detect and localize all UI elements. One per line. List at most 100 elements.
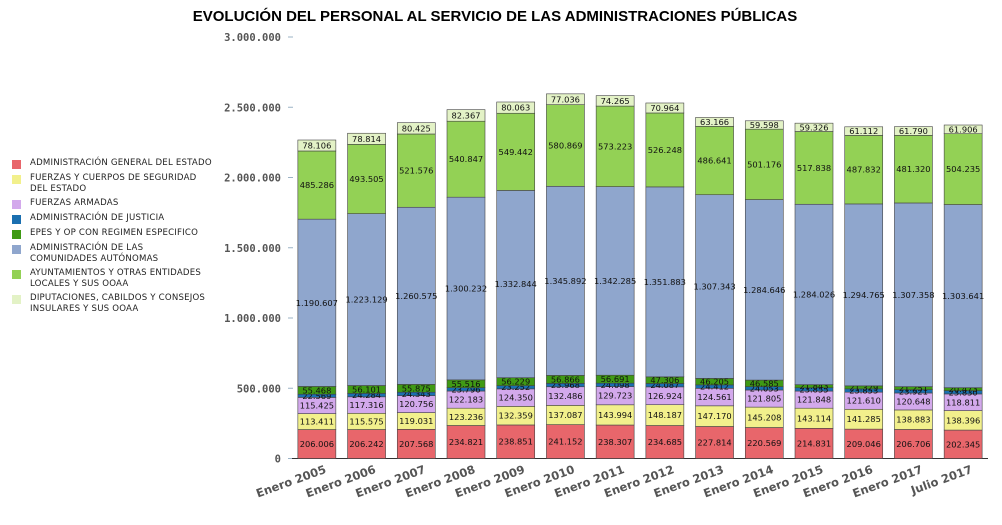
- bar-segment[interactable]: [595, 105, 635, 187]
- legend-label: FUERZAS ARMADAS: [30, 198, 119, 208]
- data-label: 56.101: [352, 384, 381, 394]
- bar-segment[interactable]: [645, 186, 685, 378]
- data-label: 61.112: [849, 126, 878, 136]
- bar-segment[interactable]: [446, 109, 486, 122]
- bar-segment[interactable]: [695, 194, 734, 379]
- bar-segment[interactable]: [546, 185, 585, 376]
- data-label: 1.332.844: [495, 279, 537, 289]
- y-tick-label: 0: [275, 454, 281, 466]
- data-label: 55.468: [302, 385, 331, 395]
- data-label: 1.190.607: [296, 298, 338, 308]
- legend-label: ADMINISTRACIÓN DE JUSTICIA: [30, 213, 165, 223]
- legend-item[interactable]: FUERZAS Y CUERPOS DE SEGURIDAD DEL ESTAD…: [12, 173, 212, 194]
- bar-segment[interactable]: [645, 112, 685, 188]
- bar-segment[interactable]: [844, 203, 884, 387]
- bar-segment[interactable]: [396, 206, 436, 385]
- data-label: 61.906: [949, 124, 978, 134]
- bar-segment[interactable]: [744, 199, 784, 381]
- legend-label: FUERZAS Y CUERPOS DE SEGURIDAD DEL ESTAD…: [30, 173, 197, 194]
- bar-segment[interactable]: [794, 131, 834, 205]
- data-label: 238.851: [499, 437, 533, 447]
- bar-segment[interactable]: [645, 102, 685, 114]
- data-label: 1.294.765: [843, 290, 885, 300]
- bar-segment[interactable]: [496, 424, 536, 459]
- bar-segment[interactable]: [347, 213, 386, 386]
- data-label: 113.411: [300, 417, 334, 427]
- bar-segment[interactable]: [347, 132, 386, 145]
- bar-segment[interactable]: [744, 427, 784, 459]
- data-label: 23.796: [451, 384, 480, 394]
- data-label: 56.866: [551, 374, 580, 384]
- data-label: 549.442: [499, 147, 533, 157]
- data-label: 59.598: [750, 120, 779, 130]
- bar-segment[interactable]: [695, 426, 734, 459]
- data-label: 504.235: [946, 164, 980, 174]
- bar-segment[interactable]: [844, 126, 884, 136]
- data-label: 24.087: [650, 380, 679, 390]
- legend-item[interactable]: FUERZAS ARMADAS: [12, 198, 212, 209]
- legend-item[interactable]: EPES Y OP CON REGIMEN ESPECIFICO: [12, 228, 212, 239]
- bar-segment[interactable]: [347, 144, 386, 214]
- data-label: 1.300.232: [445, 284, 487, 294]
- legend-label: EPES Y OP CON REGIMEN ESPECIFICO: [30, 228, 199, 238]
- bar-segment[interactable]: [297, 139, 337, 152]
- bar-segment[interactable]: [595, 186, 635, 376]
- bar-segment[interactable]: [595, 424, 635, 459]
- data-label: 526.248: [648, 145, 682, 155]
- bar-segment[interactable]: [396, 133, 436, 208]
- legend-item[interactable]: DIPUTACIONES, CABILDOS Y CONSEJOS INSULA…: [12, 293, 212, 314]
- bar-segment[interactable]: [446, 120, 486, 198]
- legend-item[interactable]: ADMINISTRACIÓN GENERAL DEL ESTADO: [12, 158, 212, 169]
- bar-segment[interactable]: [645, 425, 685, 459]
- data-label: 1.260.575: [395, 291, 437, 301]
- bar-segment[interactable]: [396, 429, 436, 459]
- bar-segment[interactable]: [546, 93, 585, 105]
- bar-segment[interactable]: [496, 101, 536, 114]
- bar-segment[interactable]: [744, 120, 784, 130]
- bar-segment[interactable]: [894, 429, 933, 459]
- data-label: 580.869: [548, 140, 582, 150]
- bar-segment[interactable]: [396, 122, 436, 135]
- bar-segment[interactable]: [446, 196, 486, 381]
- legend-item[interactable]: ADMINISTRACIÓN DE JUSTICIA: [12, 213, 212, 224]
- bar-segment[interactable]: [496, 190, 536, 379]
- data-label: 24.098: [601, 380, 630, 390]
- bar-segment[interactable]: [794, 428, 834, 459]
- data-label: 129.723: [598, 391, 632, 401]
- data-label: 55.516: [451, 379, 480, 389]
- bar-segment[interactable]: [943, 429, 983, 459]
- bar-segment[interactable]: [943, 124, 983, 135]
- bar-segment[interactable]: [794, 122, 834, 132]
- bar-segment[interactable]: [794, 203, 834, 385]
- bar-segment[interactable]: [446, 425, 486, 459]
- bar-segment[interactable]: [546, 104, 585, 187]
- data-label: 21.251: [899, 383, 928, 393]
- bar-segment[interactable]: [546, 424, 585, 459]
- data-label: 78.814: [352, 134, 381, 144]
- data-label: 21.843: [799, 381, 828, 391]
- legend-swatch: [12, 230, 21, 239]
- bar-segment[interactable]: [894, 202, 933, 387]
- bar-segment[interactable]: [744, 128, 784, 200]
- bar-segment[interactable]: [297, 150, 337, 220]
- legend-swatch: [12, 245, 21, 254]
- data-label: 1.223.129: [345, 295, 387, 305]
- bar-segment[interactable]: [297, 218, 337, 387]
- data-label: 138.883: [896, 415, 930, 425]
- bar-segment[interactable]: [943, 133, 983, 205]
- bar-segment[interactable]: [894, 126, 933, 136]
- legend-item[interactable]: ADMINISTRACIÓN DE LAS COMUNIDADES AUTÓNO…: [12, 243, 212, 264]
- bar-segment[interactable]: [595, 95, 635, 107]
- data-label: 241.152: [548, 437, 582, 447]
- bar-segment[interactable]: [347, 429, 386, 459]
- legend-item[interactable]: AYUNTAMIENTOS Y OTRAS ENTIDADES LOCALES …: [12, 268, 212, 289]
- data-label: 207.568: [399, 439, 433, 449]
- bar-segment[interactable]: [695, 126, 734, 196]
- bar-segment[interactable]: [695, 117, 734, 127]
- bar-segment[interactable]: [943, 204, 983, 389]
